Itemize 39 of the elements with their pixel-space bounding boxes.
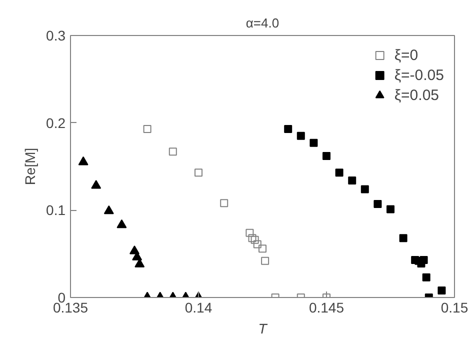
point [399,234,408,242]
point [134,258,145,268]
y-tick-label: 0.3 [46,28,66,44]
y-tick-label: 0.2 [46,114,66,131]
point [248,234,256,242]
point [348,176,356,184]
point [78,156,88,166]
point [386,205,394,214]
y-tick-label: 0.1 [46,202,66,218]
point [360,185,369,194]
point [296,132,305,140]
point [250,236,259,244]
legend-label: ξ=0.05 [394,86,439,104]
point [143,124,152,133]
point [246,228,254,237]
point [322,152,330,160]
legend-label: ξ=-0.05 [394,66,444,84]
point [258,244,266,253]
point [194,168,202,177]
chart-title: α=4.0 [246,16,280,30]
point [422,273,430,282]
point [335,168,344,177]
legend-label: ξ=0 [394,46,418,64]
point [310,138,318,147]
x-tick-label: 0.15 [440,300,468,316]
point [168,148,177,156]
y-axis-title: Re[M] [22,148,38,186]
point [284,124,292,133]
point [91,180,102,189]
x-axis-title: T [258,320,268,336]
point [374,200,382,208]
point [116,219,127,228]
point [104,205,114,214]
point [420,256,428,264]
point [253,240,262,248]
x-tick-label: 0.145 [308,300,344,316]
point [261,256,270,265]
x-tick-label: 0.14 [184,300,212,316]
point [220,199,228,208]
